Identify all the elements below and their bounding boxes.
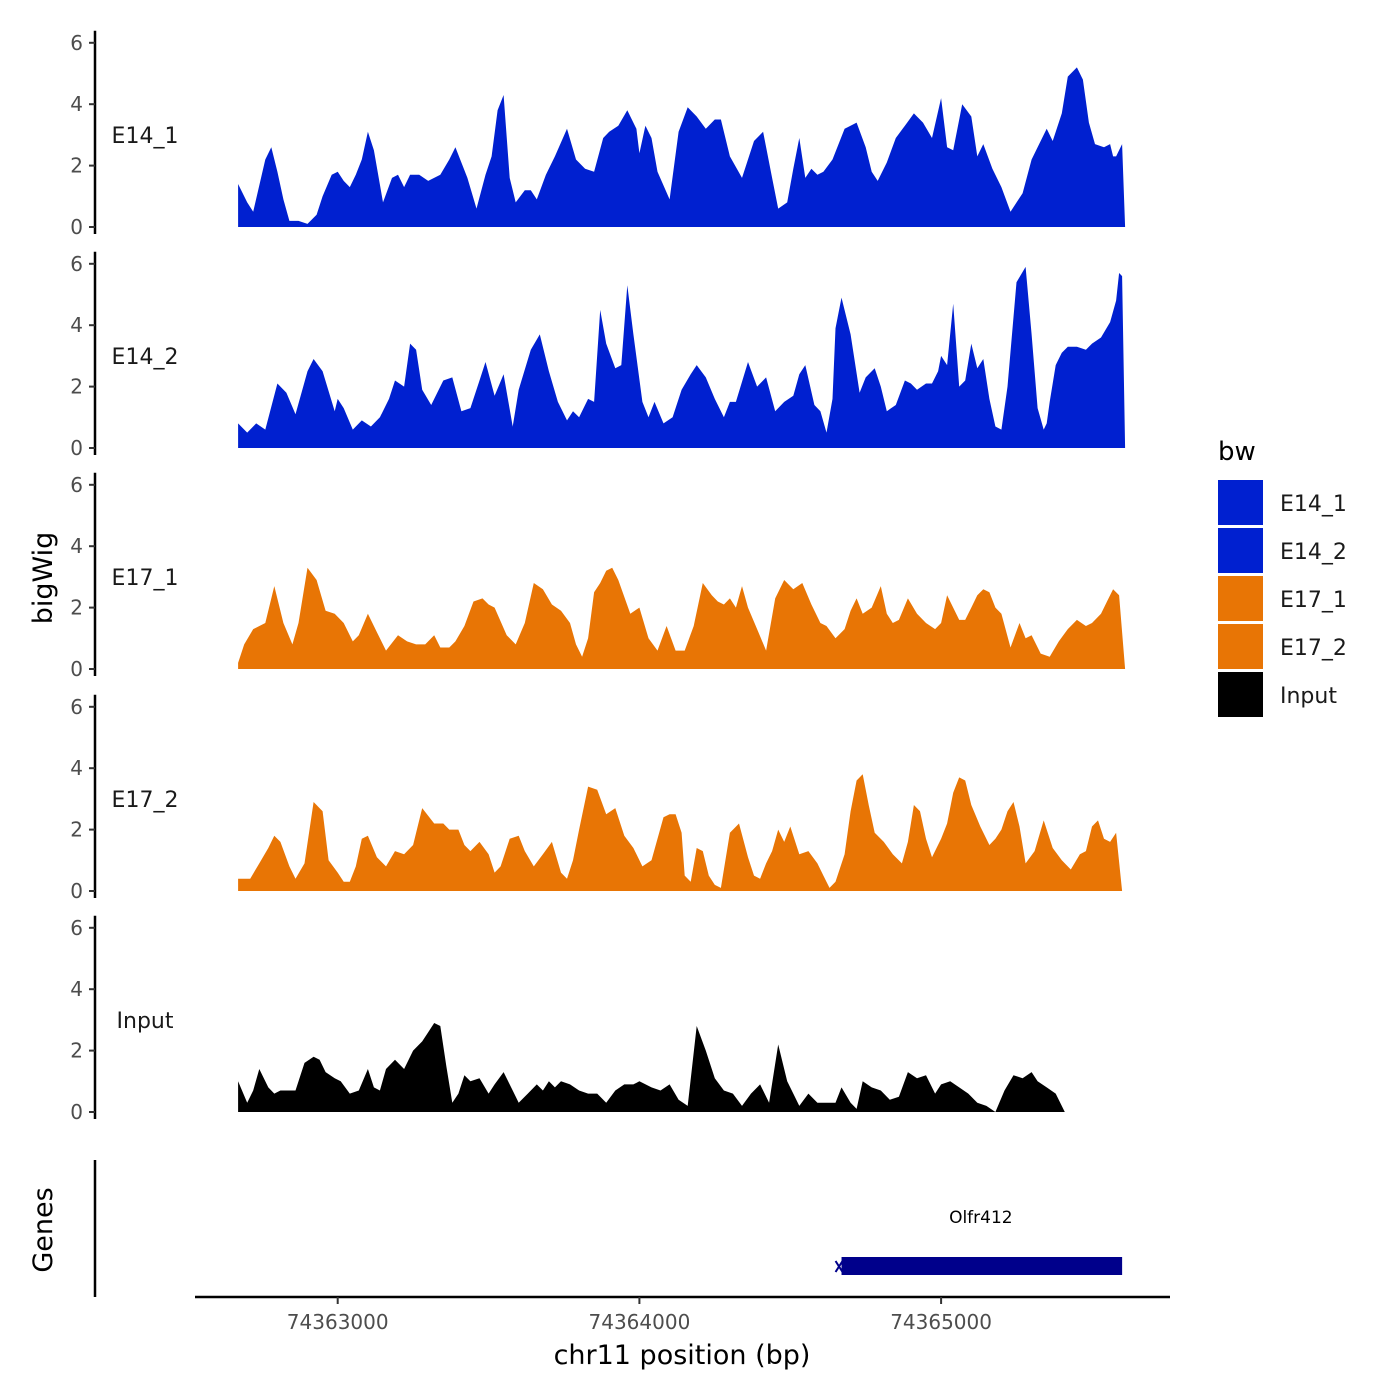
y-tick-label: 2	[70, 818, 83, 842]
y-axis-title: bigWig	[28, 532, 59, 625]
y-tick-label: 6	[70, 916, 83, 940]
track-label: E14_2	[112, 345, 179, 370]
y-tick-label: 0	[70, 215, 83, 239]
coverage-area-E14_1	[238, 67, 1126, 228]
y-tick-label: 0	[70, 436, 83, 460]
x-axis-title: chr11 position (bp)	[554, 1340, 811, 1371]
legend-key-E17_1	[1218, 576, 1263, 621]
y-tick-label: 6	[70, 31, 83, 55]
track-E14_1: 0 2 4 6 E14_1	[70, 30, 1126, 239]
y-tick-label: 4	[70, 534, 83, 558]
x-tick-label: 74365000	[890, 1310, 992, 1334]
track-label: Input	[117, 1009, 174, 1034]
legend-key-E17_2	[1218, 624, 1263, 669]
track-E17_2: 0 2 4 6 E17_2	[70, 694, 1123, 903]
y-tick-label: 4	[70, 313, 83, 337]
legend-key-E14_2	[1218, 528, 1263, 573]
y-tick-label: 2	[70, 1039, 83, 1063]
legend-label: Input	[1280, 684, 1337, 709]
legend-title: bw	[1218, 437, 1256, 467]
legend: E14_1 E14_2 E17_1 E17_2 Input	[1218, 480, 1347, 717]
coverage-area-Input	[238, 1023, 1123, 1112]
y-tick-label: 0	[70, 1100, 83, 1124]
coverage-area-E17_1	[238, 567, 1126, 669]
coverage-area-E17_2	[238, 774, 1123, 891]
y-tick-label: 6	[70, 695, 83, 719]
y-tick-label: 2	[70, 375, 83, 399]
gene-strand-marker	[834, 1260, 844, 1273]
genes-track-title: Genes	[28, 1187, 59, 1272]
legend-key-Input	[1218, 672, 1263, 717]
track-label: E17_2	[112, 788, 179, 813]
x-tick-label: 74364000	[589, 1310, 691, 1334]
legend-label: E14_1	[1280, 492, 1347, 517]
gene-label: Olfr412	[949, 1208, 1013, 1228]
y-tick-label: 4	[70, 756, 83, 780]
y-tick-label: 6	[70, 252, 83, 276]
y-tick-label: 6	[70, 473, 83, 497]
track-label: E17_1	[112, 566, 179, 591]
track-label: E14_1	[112, 124, 179, 149]
legend-key-E14_1	[1218, 480, 1263, 525]
coverage-area-E14_2	[238, 266, 1126, 448]
y-tick-label: 0	[70, 657, 83, 681]
y-tick-label: 2	[70, 154, 83, 178]
legend-label: E17_2	[1280, 636, 1347, 661]
gene-body	[841, 1257, 1123, 1275]
track-E17_1: 0 2 4 6 E17_1	[70, 472, 1126, 681]
genes-layer: Olfr412	[93, 1160, 1123, 1297]
tracks-layer: 0 2 4 6 E14_1 0 2 4 6 E14_2 0 2 4 6 E17_1 0 2 4 6 E17_2 0 2 4 6…	[70, 30, 1126, 1124]
y-tick-label: 4	[70, 92, 83, 116]
y-tick-label: 4	[70, 977, 83, 1001]
track-Input: 0 2 4 6 Input	[70, 915, 1123, 1124]
x-tick-label: 74363000	[287, 1310, 389, 1334]
x-axis: 74363000 74364000 74365000	[195, 1295, 1170, 1334]
legend-label: E17_1	[1280, 588, 1347, 613]
track-E14_2: 0 2 4 6 E14_2	[70, 252, 1126, 460]
y-tick-label: 0	[70, 879, 83, 903]
y-tick-label: 2	[70, 596, 83, 620]
legend-label: E14_2	[1280, 540, 1347, 565]
